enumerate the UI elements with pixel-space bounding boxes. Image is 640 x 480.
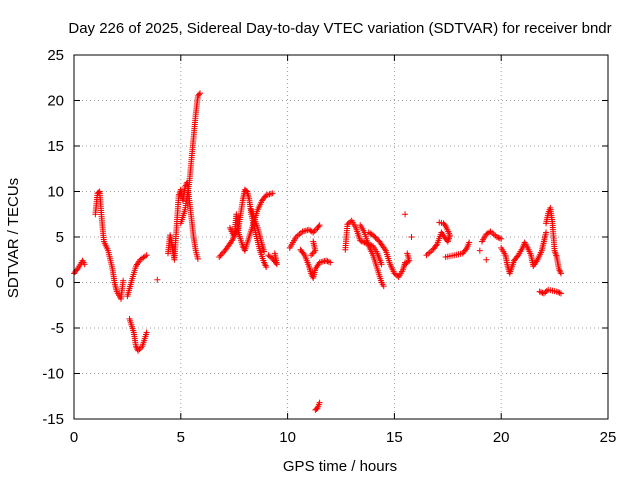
data-point [556,267,563,274]
data-point [358,238,365,245]
data-point [556,289,563,296]
data-point [261,260,268,267]
data-point [402,211,409,218]
data-point [493,234,500,240]
data-point [357,237,364,244]
data-point [311,227,318,234]
data-point [327,259,334,266]
data-point [120,277,127,284]
data-point [553,288,560,295]
y-tick-label: 0 [56,275,64,292]
data-point [552,250,559,257]
x-tick-label: 25 [600,429,617,446]
y-tick-label: 20 [47,93,64,110]
data-point [216,254,223,261]
data-point [154,276,161,283]
y-tick-label: 5 [56,229,64,246]
data-point [403,260,410,267]
data-point [217,252,224,259]
y-tick-label: -10 [42,366,64,383]
data-points [71,90,565,413]
data-point [514,253,521,260]
data-point [558,290,565,297]
data-point [95,189,102,196]
y-tick-label: 15 [47,138,64,155]
y-tick-label: -5 [51,320,64,337]
data-point [81,261,88,268]
data-point [539,289,546,296]
data-point [263,264,270,271]
y-tick-label: 25 [47,47,64,64]
data-point [74,266,81,273]
data-point [271,250,278,257]
data-point [143,329,150,336]
data-point [433,242,440,249]
data-point [378,261,385,268]
y-axis-label: SDTVAR / TECUs [5,178,22,298]
data-point [371,233,378,240]
data-point [498,235,505,242]
data-point [197,90,204,97]
data-point [316,399,323,406]
data-point [466,239,473,246]
data-point [543,229,550,236]
chart-title: Day 226 of 2025, Sidereal Day-to-day VTE… [68,20,611,37]
data-point [195,91,202,98]
data-point [269,190,276,197]
data-point [373,236,380,243]
data-point [316,222,323,229]
data-point [308,228,315,235]
data-point [402,261,409,268]
y-tick-label: 10 [47,184,64,201]
data-point [261,248,268,255]
y-tick-label: -15 [42,411,64,428]
data-point [408,234,415,240]
plot-frame [73,54,609,420]
data-point [441,221,448,228]
data-point [536,288,543,295]
data-point [372,234,379,241]
data-point [483,256,490,263]
data-point [325,258,332,265]
data-point [323,257,330,264]
data-point [308,252,315,259]
data-point [310,249,317,256]
x-tick-label: 10 [279,429,296,446]
x-tick-label: 20 [493,429,510,446]
x-axis-label: GPS time / hours [283,458,397,475]
data-point [558,270,565,277]
x-tick-label: 5 [177,429,185,446]
data-point [380,283,387,290]
x-tick-label: 15 [386,429,403,446]
data-point [220,249,227,256]
data-point [543,287,550,294]
data-point [324,258,331,265]
data-point [436,219,443,226]
data-point [370,232,377,239]
data-point [143,252,150,259]
data-point [194,255,201,262]
grid-lines [74,55,608,419]
data-point [476,247,483,254]
data-point [300,250,307,257]
data-point [496,235,503,242]
data-point [495,234,502,241]
data-point [315,223,322,230]
data-point [462,246,469,253]
x-tick-label: 0 [70,429,78,446]
axis-ticks: 0 5 10 15 20 25 -15 -10 -5 0 5 10 15 20 25 [42,47,616,446]
data-point [218,251,225,258]
data-point [555,289,562,296]
